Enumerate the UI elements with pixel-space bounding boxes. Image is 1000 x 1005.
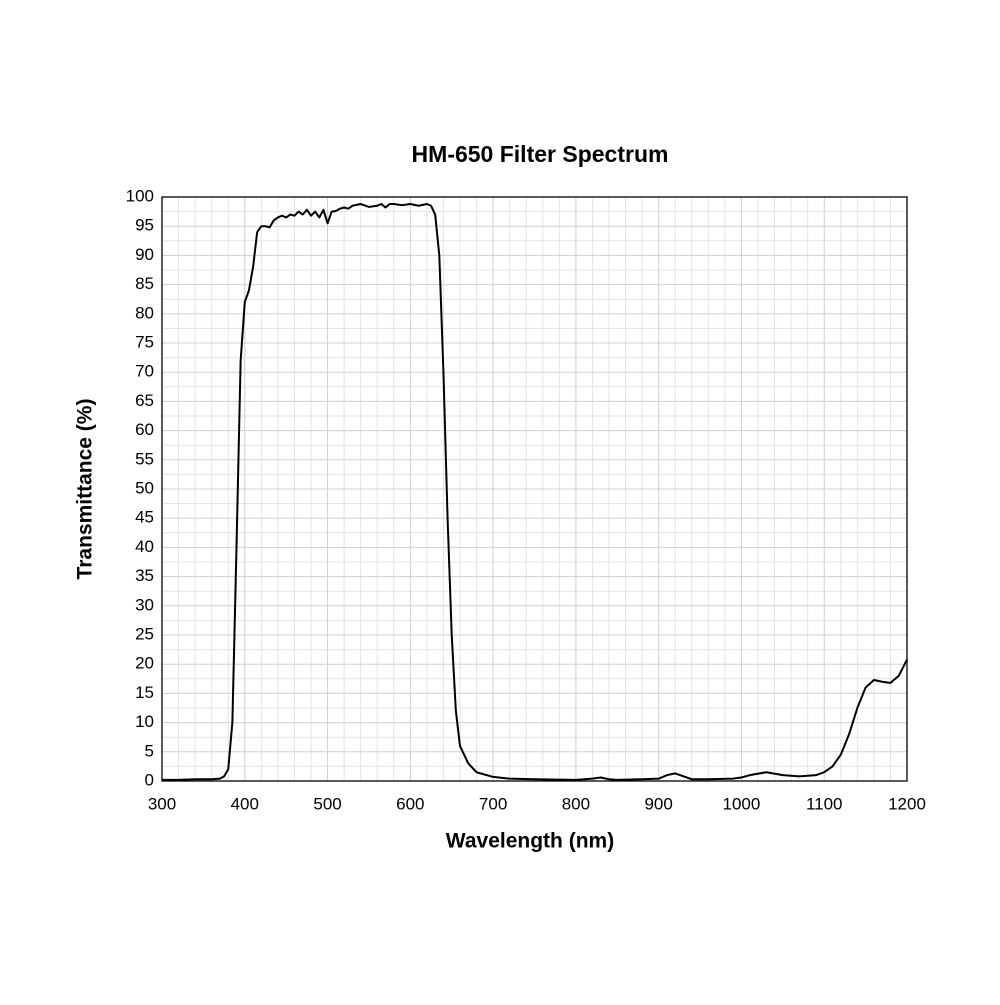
y-tick-label: 60 [135, 420, 154, 439]
data-line [162, 203, 908, 781]
y-tick-label: 100 [126, 186, 154, 205]
y-tick-label: 95 [135, 216, 154, 235]
y-tick-label: 90 [135, 245, 154, 264]
x-tick-label: 300 [148, 794, 176, 813]
y-tick-label: 80 [135, 303, 154, 322]
x-axis-label: Wavelength (nm) [446, 830, 614, 853]
y-tick-label: 30 [135, 595, 154, 614]
plot-frame [161, 196, 908, 782]
y-tick-label: 85 [135, 274, 154, 293]
x-tick-label: 1000 [723, 794, 761, 813]
y-tick-label: 5 [145, 741, 154, 760]
y-tick-label: 0 [145, 770, 154, 789]
y-tick-label: 65 [135, 391, 154, 410]
y-tick-label: 50 [135, 478, 154, 497]
x-tick-label: 700 [479, 794, 507, 813]
y-tick-label: 55 [135, 449, 154, 468]
x-tick-label: 500 [313, 794, 341, 813]
y-tick-label: 40 [135, 537, 154, 556]
x-tick-label: 800 [562, 794, 590, 813]
y-tick-label: 45 [135, 508, 154, 527]
y-tick-label: 10 [135, 712, 154, 731]
x-tick-label: 1100 [806, 794, 843, 813]
y-tick-label: 25 [135, 624, 154, 643]
x-tick-label: 400 [231, 794, 259, 813]
y-tick-label: 70 [135, 362, 154, 381]
x-tick-label: 600 [396, 794, 424, 813]
x-tick-label: 1200 [888, 794, 926, 813]
y-tick-label: 75 [135, 332, 154, 351]
y-tick-label: 35 [135, 566, 154, 585]
chart-title: HM-650 Filter Spectrum [412, 141, 669, 167]
x-tick-label: 900 [644, 794, 672, 813]
y-axis-label: Transmittance (%) [74, 399, 97, 580]
y-tick-label: 15 [135, 683, 154, 702]
y-tick-label: 20 [135, 654, 154, 673]
